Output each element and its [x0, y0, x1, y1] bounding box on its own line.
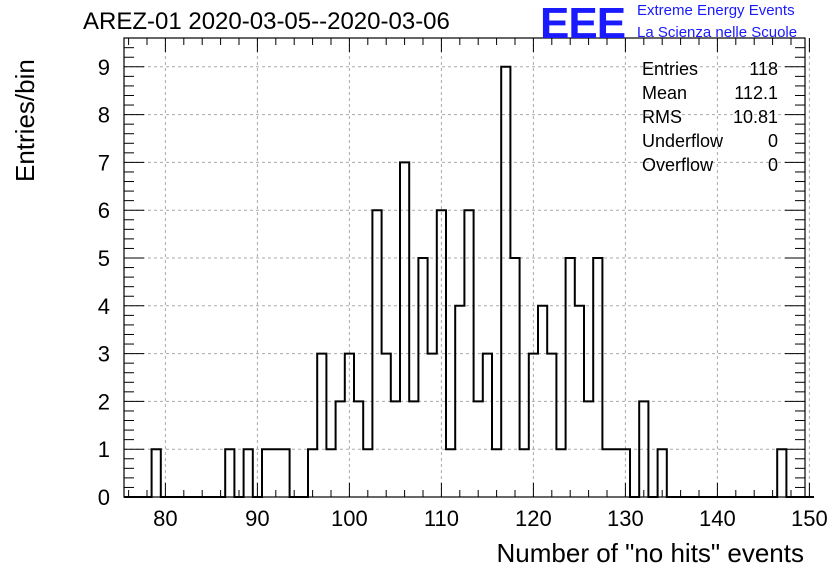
chart-title: AREZ-01 2020-03-05--2020-03-06: [83, 8, 450, 35]
axis-ticks: 80 90 100 110 120 130 140 150 0 1 2 3 4 5 6 7 8 9: [98, 38, 828, 531]
histogram-bar: [152, 449, 161, 497]
histogram-bar: [317, 354, 326, 497]
y-tick-label: 9: [98, 55, 110, 80]
y-tick-label: 5: [98, 246, 110, 271]
y-tick-label: 0: [98, 485, 110, 510]
y-tick-label: 8: [98, 103, 110, 128]
stats-label: Entries: [642, 59, 699, 79]
stats-label: RMS: [642, 107, 682, 127]
stats-label: Mean: [642, 83, 688, 103]
eee-logo: EEE: [540, 0, 626, 48]
stats-value: 118: [749, 59, 778, 79]
histogram-bar: [225, 449, 234, 497]
stats-row-entries: Entries 118: [642, 58, 778, 82]
histogram-bar: [547, 354, 556, 497]
x-tick-label: 120: [515, 506, 552, 531]
histogram-bar: [326, 449, 335, 497]
y-tick-label: 4: [98, 294, 110, 319]
logo-line-2: La Scienza nelle Scuole: [637, 24, 798, 41]
histogram-bar: [566, 258, 575, 497]
x-tick-label: 80: [153, 506, 177, 531]
histogram-bar: [658, 449, 667, 497]
stats-row-rms: RMS 10.81: [642, 106, 778, 130]
y-tick-label: 2: [98, 389, 110, 414]
histogram-bar: [483, 354, 492, 497]
histogram-bar: [363, 449, 372, 497]
x-tick-label: 90: [245, 506, 269, 531]
histogram-bar: [382, 354, 391, 497]
stats-box: Entries 118 Mean 112.1 RMS 10.81 Underfl…: [642, 58, 778, 178]
histogram-bar: [492, 449, 501, 497]
stats-label: Underflow: [642, 131, 724, 151]
histogram-bar: [418, 258, 427, 497]
x-tick-label: 140: [699, 506, 736, 531]
x-tick-label: 150: [791, 506, 828, 531]
stats-row-mean: Mean 112.1: [642, 82, 778, 106]
histogram-bar: [501, 67, 510, 497]
stats-value: 10.81: [732, 107, 778, 127]
grid-lines: [124, 38, 810, 497]
x-tick-label: 100: [331, 506, 368, 531]
histogram-bar: [262, 449, 271, 497]
histogram-bar: [280, 449, 289, 497]
stats-value: 112.1: [734, 83, 778, 103]
stats-row-overflow: Overflow 0: [642, 154, 778, 178]
y-tick-label: 6: [98, 198, 110, 223]
histogram-bar: [510, 258, 519, 497]
stats-row-underflow: Underflow 0: [642, 130, 778, 154]
histogram-bar: [428, 354, 437, 497]
stats-value: 0: [767, 131, 778, 151]
stats-label: Overflow: [642, 155, 714, 175]
histogram-bar: [271, 449, 280, 497]
histogram-bar: [308, 449, 317, 497]
histogram-bar: [446, 449, 455, 497]
y-tick-label: 7: [98, 150, 110, 175]
histogram-bar: [556, 449, 565, 497]
y-axis-label: Entries/bin: [10, 59, 40, 182]
stats-value: 0: [767, 155, 778, 175]
y-tick-label: 1: [98, 437, 110, 462]
histogram-bar: [777, 449, 786, 497]
histogram-bar: [602, 449, 611, 497]
y-tick-label: 3: [98, 342, 110, 367]
logo-line-1: Extreme Energy Events: [637, 2, 795, 19]
histogram-bar: [593, 258, 602, 497]
histogram-bar: [400, 162, 409, 497]
histogram-bar: [520, 449, 529, 497]
x-axis-label: Number of "no hits" events: [496, 538, 805, 568]
histogram-bar: [244, 449, 253, 497]
histogram-outline: [124, 65, 814, 498]
histogram-bar: [612, 449, 621, 497]
x-tick-label: 130: [607, 506, 644, 531]
x-tick-label: 110: [424, 506, 459, 531]
